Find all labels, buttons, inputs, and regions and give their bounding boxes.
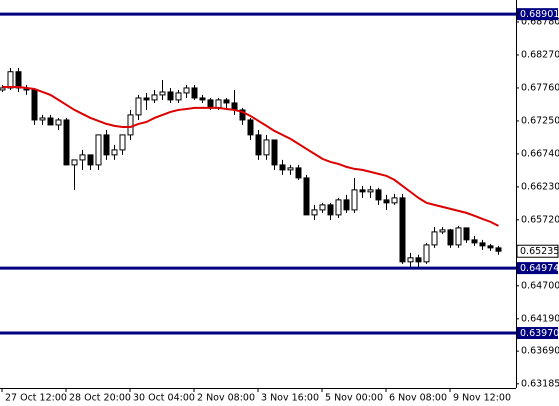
candle-body bbox=[295, 167, 302, 179]
candle-body bbox=[455, 227, 462, 246]
candle-body bbox=[359, 189, 366, 193]
candle-body bbox=[183, 87, 190, 94]
candle-body bbox=[471, 239, 478, 244]
candle-body bbox=[111, 149, 118, 156]
x-tick-label: 2 Nov 08:00 bbox=[197, 393, 255, 404]
candle-body bbox=[399, 197, 406, 263]
candle-body bbox=[447, 229, 454, 246]
candle-body bbox=[215, 99, 222, 109]
y-tick-label: 0.66740 bbox=[521, 148, 559, 159]
candle-body bbox=[247, 119, 254, 136]
x-tick-label: 5 Nov 00:00 bbox=[325, 393, 383, 404]
candle-body bbox=[351, 189, 358, 211]
current-price-label: 0.65235 bbox=[520, 246, 559, 257]
level-label: 0.68901 bbox=[520, 9, 559, 20]
x-tick-label: 6 Nov 08:00 bbox=[389, 393, 447, 404]
candle-body bbox=[407, 257, 414, 263]
y-tick-label: 0.65720 bbox=[521, 214, 559, 225]
y-tick-label: 0.64190 bbox=[521, 313, 559, 324]
candle-body bbox=[191, 87, 198, 99]
candle-body bbox=[167, 91, 174, 101]
candle-body bbox=[487, 245, 494, 249]
candle-body bbox=[495, 247, 502, 252]
candle-body bbox=[175, 92, 182, 101]
candle-body bbox=[47, 117, 54, 126]
level-label-box bbox=[517, 327, 558, 340]
candle-body bbox=[463, 227, 470, 241]
level-label: 0.63970 bbox=[520, 328, 559, 339]
candle-body bbox=[423, 244, 430, 263]
candle-body bbox=[287, 167, 294, 171]
y-tick-label: 0.67250 bbox=[521, 115, 559, 126]
candle-body bbox=[255, 134, 262, 156]
candle-body bbox=[415, 257, 422, 263]
candle-body bbox=[79, 154, 86, 161]
x-tick-label: 27 Oct 12:00 bbox=[5, 393, 67, 404]
candle-body bbox=[31, 89, 38, 121]
candle-body bbox=[0, 87, 6, 91]
candle-body bbox=[151, 94, 158, 101]
candle-body bbox=[439, 229, 446, 233]
candle-body bbox=[207, 99, 214, 109]
candle-body bbox=[135, 97, 142, 116]
x-tick-label: 30 Oct 04:00 bbox=[133, 393, 195, 404]
candle-body bbox=[239, 109, 246, 121]
current-price-box bbox=[516, 244, 559, 258]
candle-body bbox=[103, 134, 110, 156]
x-tick-label: 3 Nov 16:00 bbox=[261, 393, 319, 404]
y-tick-label: 0.63185 bbox=[521, 378, 559, 389]
candle-body bbox=[95, 134, 102, 166]
y-tick-label: 0.67760 bbox=[521, 82, 559, 93]
candle-body bbox=[159, 91, 166, 96]
candle-body bbox=[319, 204, 326, 211]
candle-body bbox=[327, 204, 334, 216]
candle-body bbox=[127, 114, 134, 136]
y-tick-label: 0.68270 bbox=[521, 49, 559, 60]
candle-body bbox=[271, 139, 278, 166]
candle-body bbox=[311, 209, 318, 216]
moving-average-line bbox=[2, 85, 499, 227]
candle-body bbox=[63, 119, 70, 166]
y-tick-label: 0.63690 bbox=[521, 346, 559, 357]
candle-body bbox=[391, 197, 398, 204]
candle-body bbox=[263, 139, 270, 156]
level-label-box bbox=[517, 262, 558, 275]
candle-body bbox=[343, 199, 350, 211]
candle-body bbox=[87, 154, 94, 166]
candle-body bbox=[383, 199, 390, 204]
candle-body bbox=[375, 189, 382, 201]
x-tick-label: 28 Oct 20:00 bbox=[69, 393, 131, 404]
candle-body bbox=[479, 242, 486, 247]
candle-body bbox=[279, 164, 286, 171]
candle-body bbox=[431, 231, 438, 246]
candle-body bbox=[71, 159, 78, 166]
candle-body bbox=[55, 119, 62, 126]
candle-body bbox=[367, 189, 374, 193]
candle-body bbox=[7, 71, 14, 89]
candle-body bbox=[39, 117, 46, 121]
candle-body bbox=[119, 134, 126, 151]
level-label: 0.64974 bbox=[520, 263, 559, 274]
candle-body bbox=[223, 99, 230, 104]
candle-body bbox=[199, 97, 206, 101]
candle-body bbox=[143, 97, 150, 101]
y-tick-label: 0.64700 bbox=[521, 280, 559, 291]
candle-body bbox=[303, 177, 310, 216]
x-tick-label: 9 Nov 12:00 bbox=[453, 393, 511, 404]
candle-body bbox=[15, 71, 22, 89]
candle-body bbox=[335, 199, 342, 216]
level-label-box bbox=[517, 8, 558, 21]
y-tick-label: 0.66230 bbox=[521, 181, 559, 192]
y-tick-label: 0.68780 bbox=[521, 16, 559, 27]
